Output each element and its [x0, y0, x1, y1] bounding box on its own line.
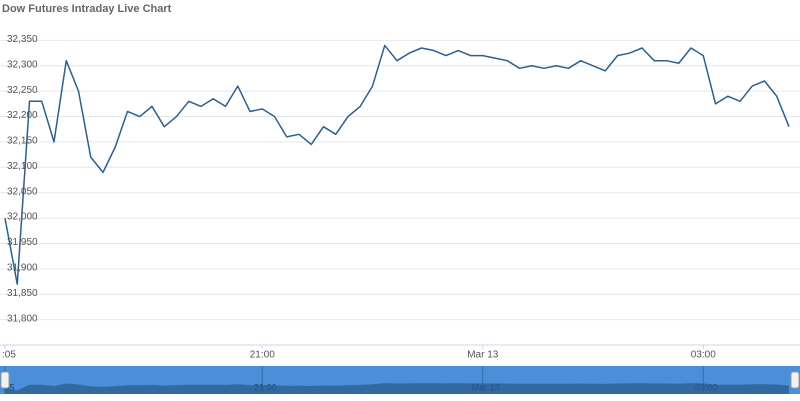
x-tick-label: 21:00 — [250, 350, 275, 361]
y-tick-label: 32,150 — [7, 136, 38, 147]
navigator-handle-left[interactable] — [0, 371, 10, 389]
y-tick-label: 31,800 — [7, 313, 38, 324]
chart-title: Dow Futures Intraday Live Chart — [2, 3, 172, 15]
y-tick-label: 32,350 — [7, 34, 38, 45]
y-tick-label: 32,100 — [7, 161, 38, 172]
y-tick-label: 32,250 — [7, 85, 38, 96]
x-tick-label: 03:00 — [691, 350, 716, 361]
y-tick-label: 31,850 — [7, 288, 38, 299]
x-tick-label: Mar 13 — [467, 350, 499, 361]
y-tick-label: 32,000 — [7, 212, 38, 223]
series-line — [4, 44, 790, 285]
y-tick-label: 32,050 — [7, 186, 38, 197]
y-tick-label: 32,200 — [7, 110, 38, 121]
y-tick-label: 31,950 — [7, 237, 38, 248]
y-tick-label: 32,300 — [7, 59, 38, 70]
y-tick-label: 31,900 — [7, 262, 38, 273]
navigator-handle-right[interactable] — [790, 371, 800, 389]
navigator-area — [5, 383, 789, 394]
x-tick-label: :05 — [2, 350, 16, 361]
